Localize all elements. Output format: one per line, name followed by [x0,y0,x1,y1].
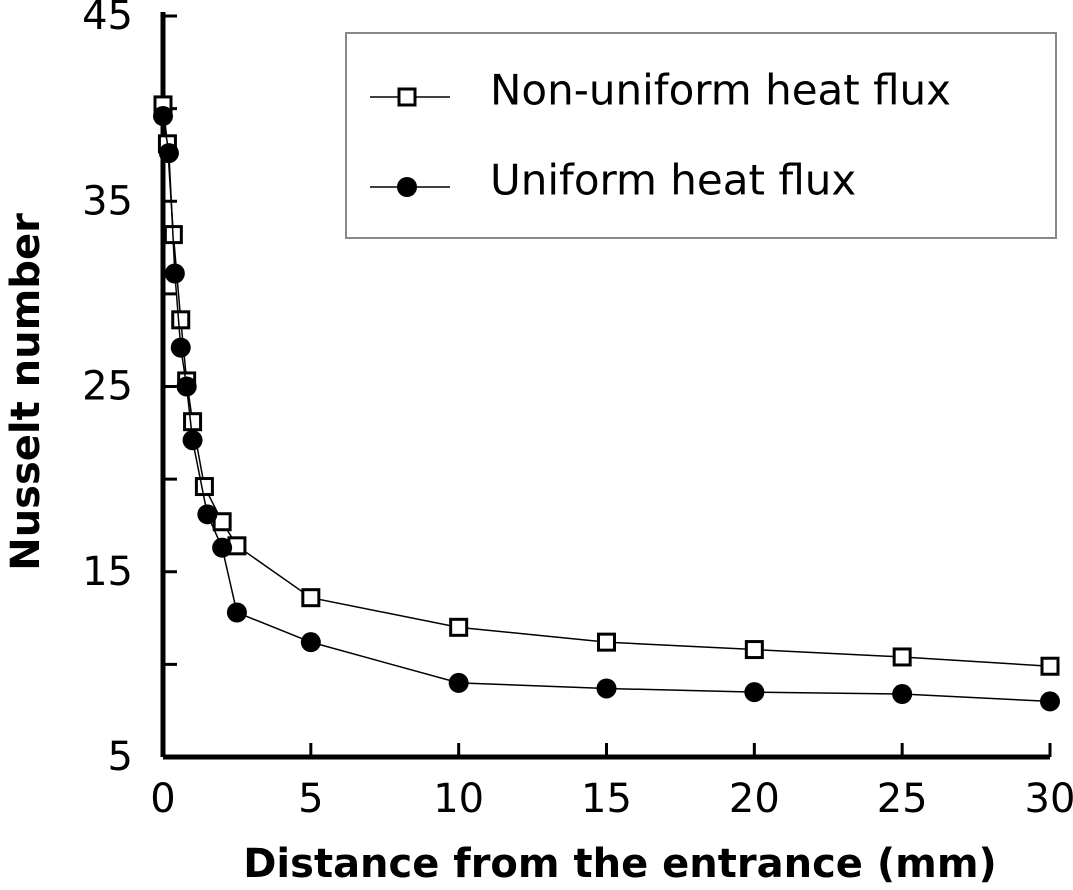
data-point [596,678,617,699]
y-axis-title: Nusselt number [3,213,49,571]
y-tick-label: 35 [82,178,133,224]
data-point [449,617,469,637]
data-point [197,504,218,525]
data-point [226,602,247,623]
data-point [194,477,214,497]
data-point [176,376,197,397]
x-tick-label: 25 [877,776,928,822]
legend-label: Uniform heat flux [490,156,856,205]
data-point [212,537,233,558]
x-tick-label: 0 [150,776,175,822]
legend-box [345,32,1057,239]
data-point [597,632,616,652]
x-tick-label: 30 [1025,776,1073,822]
data-point [182,430,203,451]
legend-marker [397,177,417,197]
data-point [744,682,765,703]
data-point [448,672,469,693]
data-point [1040,656,1060,676]
data-point [158,143,179,164]
data-point [892,647,912,667]
data-point [300,632,321,653]
data-point [892,684,913,705]
data-point [183,412,203,432]
data-point [164,263,185,284]
data-point [744,640,764,660]
x-tick-label: 10 [433,776,484,822]
x-tick-label: 20 [729,776,780,822]
y-tick-label: 45 [82,0,133,39]
data-point [171,310,191,330]
data-point [170,337,191,358]
legend-label: Non-uniform heat flux [490,66,951,115]
data-point [212,512,232,532]
x-tick-label: 15 [581,776,632,822]
y-tick-label: 25 [82,364,133,410]
x-axis-title: Distance from the entrance (mm) [243,841,997,887]
legend-marker [397,87,417,107]
data-point [1040,691,1060,712]
data-point [153,106,173,127]
x-tick-label: 5 [298,776,323,822]
y-tick-label: 5 [108,734,133,780]
data-point [301,588,321,608]
y-tick-label: 15 [82,549,133,595]
